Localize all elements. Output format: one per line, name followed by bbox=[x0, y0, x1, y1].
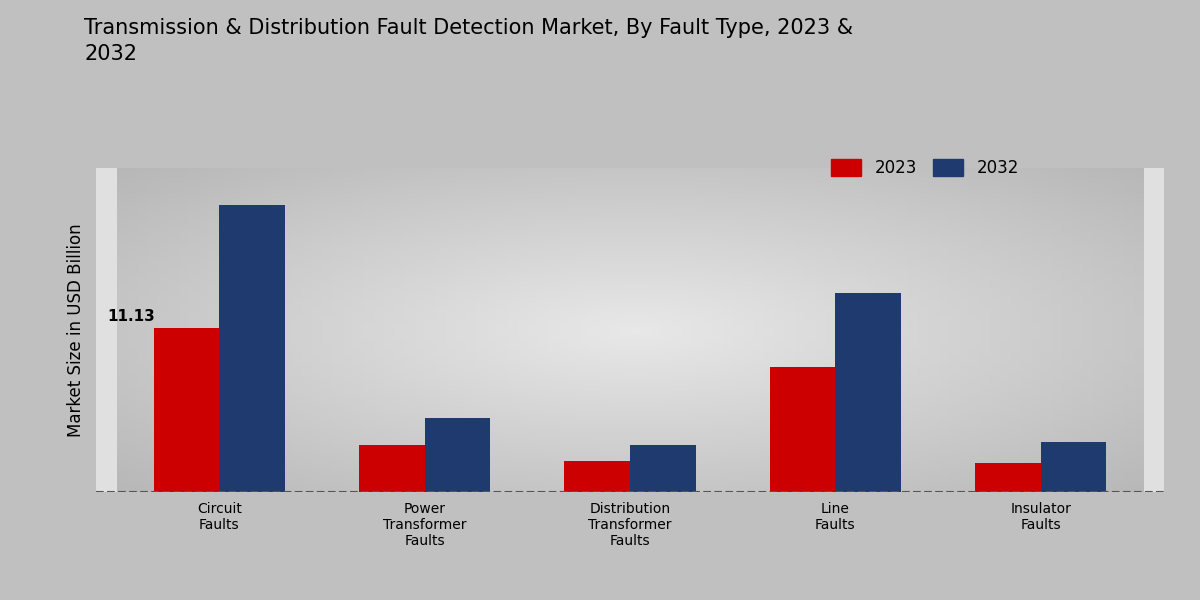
Bar bbox=[630, 445, 696, 492]
Bar bbox=[359, 445, 425, 492]
Bar bbox=[564, 461, 630, 492]
Bar bbox=[1040, 442, 1106, 492]
Bar bbox=[154, 328, 220, 492]
Text: Transmission & Distribution Fault Detection Market, By Fault Type, 2023 &
2032: Transmission & Distribution Fault Detect… bbox=[84, 18, 853, 64]
Bar bbox=[769, 367, 835, 492]
Y-axis label: Market Size in USD Billion: Market Size in USD Billion bbox=[67, 223, 85, 437]
Bar bbox=[976, 463, 1040, 492]
Bar bbox=[835, 293, 901, 492]
Legend: 2023, 2032: 2023, 2032 bbox=[823, 151, 1027, 185]
Text: 11.13: 11.13 bbox=[108, 310, 156, 325]
Bar bbox=[220, 205, 284, 492]
Bar bbox=[425, 418, 491, 492]
